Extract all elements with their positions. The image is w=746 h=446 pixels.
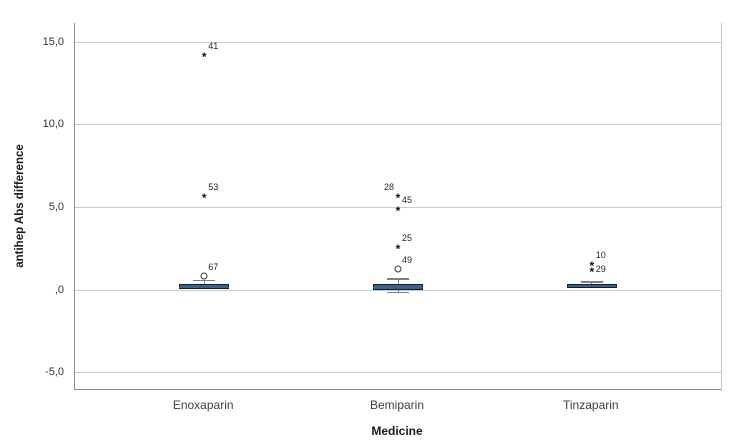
- outlier-asterisk-marker: *: [395, 191, 401, 206]
- gridline-y-5: [75, 206, 721, 208]
- outlier-circle-marker: [394, 265, 402, 273]
- x-axis-title: Medicine: [371, 424, 423, 438]
- outlier-case-label: 28: [384, 181, 395, 192]
- plot-area: 67 * 53 * 41 49 * 25 * 45 * 28 * 10 * 29: [74, 23, 722, 390]
- outlier-case-label: 53: [208, 181, 219, 192]
- gridline-y--5: [75, 372, 721, 374]
- lower-whisker-cap-bemiparin: [387, 291, 409, 294]
- median-line-enoxaparin: [179, 286, 230, 288]
- y-tick-label: 5,0: [48, 200, 64, 213]
- outlier-case-label: 67: [208, 262, 219, 273]
- upper-whisker-cap-tinzaparin: [580, 281, 603, 283]
- median-line-bemiparin: [373, 286, 423, 288]
- outlier-circle-marker: [200, 272, 208, 280]
- y-tick-label: 15,0: [42, 35, 64, 48]
- x-category-label-bemiparin: Bemiparin: [369, 398, 425, 412]
- y-tick-label: 10,0: [42, 118, 64, 131]
- outlier-case-label: 49: [402, 255, 413, 266]
- upper-whisker-stem-enoxaparin: [203, 280, 205, 285]
- y-tick-label: ,0: [54, 283, 64, 296]
- outlier-asterisk-marker: *: [589, 258, 595, 273]
- outlier-case-label: 10: [595, 249, 606, 260]
- upper-whisker-stem-bemiparin: [397, 279, 399, 284]
- outlier-case-label: 45: [402, 195, 413, 206]
- outlier-asterisk-marker: *: [395, 242, 401, 257]
- upper-whisker-stem-tinzaparin: [591, 281, 593, 285]
- gridline-y-15: [75, 41, 721, 43]
- lower-whisker-stem-bemiparin: [397, 289, 399, 293]
- x-category-label-tinzaparin: Tinzaparin: [563, 398, 619, 412]
- outlier-asterisk-marker: *: [395, 204, 401, 219]
- outlier-asterisk-marker: *: [201, 50, 207, 65]
- y-tick-label: -5,0: [45, 366, 64, 379]
- upper-whisker-cap-enoxaparin: [193, 279, 216, 282]
- outlier-case-label: 41: [208, 41, 219, 52]
- outlier-asterisk-marker: *: [201, 191, 207, 206]
- box-enoxaparin: [179, 284, 230, 289]
- outlier-asterisk-marker: *: [589, 265, 595, 280]
- box-bemiparin: [373, 283, 423, 290]
- outlier-case-label: 29: [595, 264, 606, 275]
- gridline-y-10: [75, 124, 721, 126]
- median-line-tinzaparin: [566, 286, 617, 288]
- outlier-case-label: 25: [402, 233, 413, 244]
- upper-whisker-cap-bemiparin: [387, 278, 409, 280]
- x-category-label-enoxaparin: Enoxaparin: [172, 398, 234, 412]
